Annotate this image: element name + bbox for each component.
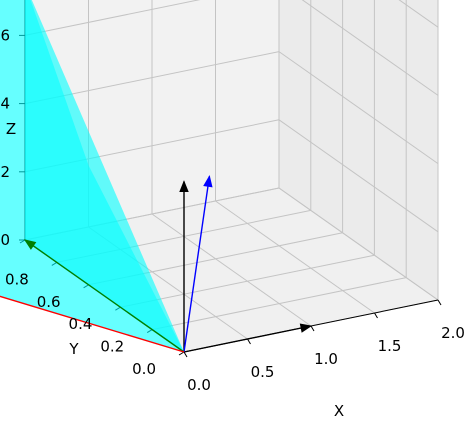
y-tick-label: 0.6 xyxy=(37,293,61,311)
cyan-plane-layer xyxy=(0,0,184,352)
green-arrow-head xyxy=(23,239,37,250)
grid-line-side-z xyxy=(398,0,439,28)
x-tick-label: 0.5 xyxy=(251,363,275,381)
grid-line-side-z xyxy=(278,187,439,301)
x-tick-mark xyxy=(374,312,378,319)
y-tick-label: 0.0 xyxy=(132,360,156,378)
x-axis-arrow-head xyxy=(299,323,313,333)
x-tick-mark xyxy=(437,299,442,306)
x-tick-label: 1.5 xyxy=(378,337,402,355)
vector-arrows xyxy=(0,174,313,353)
x-axis-arrow xyxy=(183,323,313,353)
z-tick-label: 0.4 xyxy=(0,95,10,113)
axis-labels: X Y Z xyxy=(6,120,344,420)
grid-line-floor-x xyxy=(151,213,312,327)
grid-line-side-z xyxy=(278,119,439,233)
x-tick-label: 0.0 xyxy=(187,376,211,394)
z-tick-label: 0.6 xyxy=(0,26,10,44)
x-axis-label: X xyxy=(334,402,344,420)
x-tick-label: 1.0 xyxy=(314,350,338,368)
grid-line-side-z xyxy=(278,51,439,165)
red-arrow xyxy=(0,295,185,353)
z-tick-label: 0.0 xyxy=(0,231,10,249)
red-arrow-shaft xyxy=(0,295,185,353)
x-tick-mark xyxy=(183,351,188,358)
blue-arrow-shaft xyxy=(183,176,211,353)
grid-line-floor-y xyxy=(152,277,407,331)
grid-line-floor-x xyxy=(215,200,375,314)
y-tick-label: 0.4 xyxy=(69,315,93,333)
green-arrow-shaft xyxy=(24,239,185,353)
blue-arrow-head xyxy=(203,174,213,188)
y-tick-mark xyxy=(178,351,185,356)
x-tick-mark xyxy=(310,325,315,332)
grid-line-side-z xyxy=(301,0,439,96)
z-axis-label: Z xyxy=(6,120,16,138)
y-axis-label: Y xyxy=(68,340,79,358)
side-pane-yz xyxy=(279,0,438,300)
tick-labels: 0.00.51.01.52.00.00.20.40.60.81.00.00.20… xyxy=(0,26,465,394)
y-tick-label: 0.8 xyxy=(5,270,29,288)
grid-line-back-z xyxy=(24,0,201,36)
blue-arrow xyxy=(183,174,213,353)
y-tick-label: 0.2 xyxy=(100,338,124,356)
z-axis-arrow-head xyxy=(179,180,189,192)
green-arrow xyxy=(23,239,185,353)
x-axis-arrow-shaft xyxy=(183,325,312,353)
z-tick-label: 0.2 xyxy=(0,163,10,181)
grid-line-floor-y xyxy=(120,254,375,308)
x-tick-mark xyxy=(247,338,251,345)
z-axis-arrow xyxy=(179,180,189,352)
x-tick-label: 2.0 xyxy=(441,324,465,342)
cyan-plane-lower xyxy=(0,0,184,352)
